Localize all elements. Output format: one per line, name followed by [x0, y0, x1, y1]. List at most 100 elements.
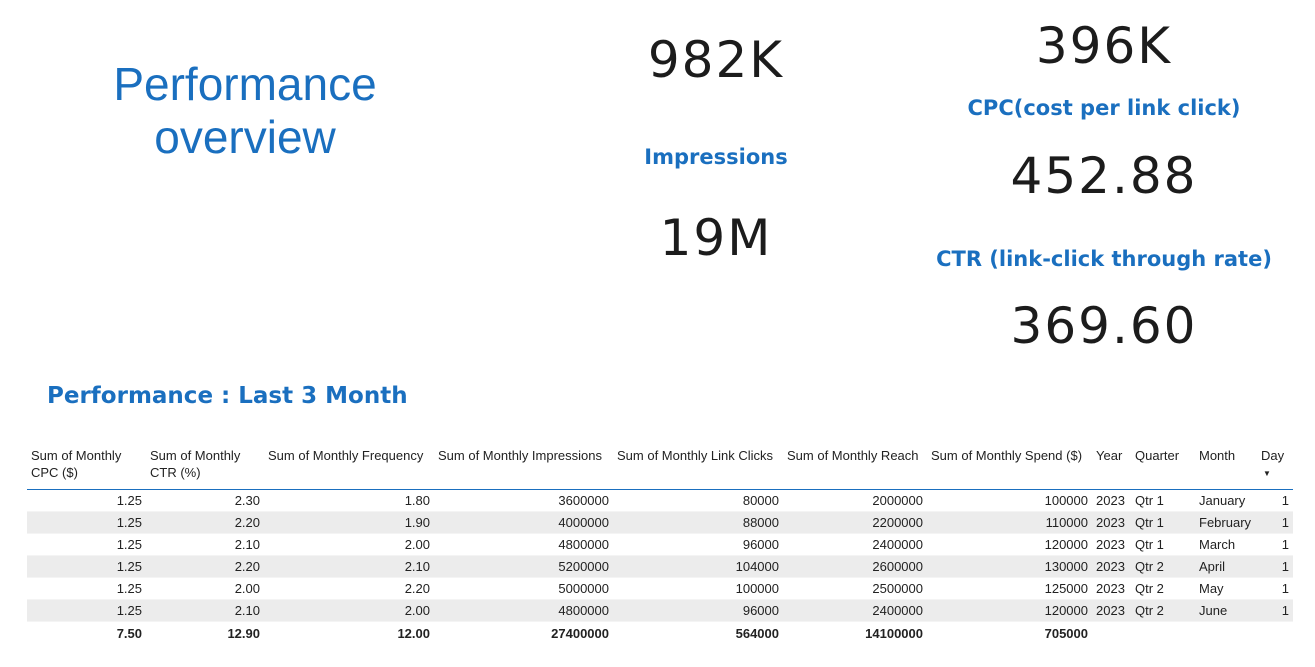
column-header[interactable]: Day ▼ — [1257, 444, 1293, 490]
table-cell: 2.00 — [264, 533, 434, 556]
column-header-label: Sum of Monthly Spend ($) — [931, 448, 1083, 463]
total-cell — [1257, 621, 1293, 644]
table-cell: 2.10 — [264, 555, 434, 578]
cpc-kpi-value: 452.88 — [1010, 147, 1198, 205]
table-cell: 2023 — [1092, 599, 1131, 622]
table-cell: 1.90 — [264, 511, 434, 534]
table-cell: 2.20 — [146, 555, 264, 578]
total-cell: 12.90 — [146, 621, 264, 644]
table-row[interactable]: 1.25 2.10 2.00 4800000 96000 2400000 120000 202… — [27, 599, 1293, 622]
table-cell: 1.25 — [27, 599, 146, 622]
table-cell: 2200000 — [783, 511, 927, 534]
total-cell: 14100000 — [783, 621, 927, 644]
table-cell: 1 — [1257, 489, 1293, 512]
total-cell: 7.50 — [27, 621, 146, 644]
table-cell: 120000 — [927, 599, 1092, 622]
table-cell: 1.25 — [27, 577, 146, 600]
impressions-kpi-value: 982K — [647, 31, 785, 89]
table-cell: 2023 — [1092, 577, 1131, 600]
table-cell: 5000000 — [434, 577, 613, 600]
column-header-label: Sum of Monthly Reach — [787, 448, 919, 463]
total-cell: 564000 — [613, 621, 783, 644]
table-row[interactable]: 1.25 2.20 2.10 5200000 104000 2600000 130000 20… — [27, 555, 1293, 578]
cpc-kpi-label: CPC(cost per link click) — [967, 96, 1241, 120]
column-header-label: Year — [1096, 448, 1123, 463]
table-cell: 2.00 — [264, 599, 434, 622]
table-cell: 2023 — [1092, 533, 1131, 556]
table-cell: 1.25 — [27, 511, 146, 534]
total-cell — [1195, 621, 1257, 644]
table-cell: 2023 — [1092, 489, 1131, 512]
table-cell: March — [1195, 533, 1257, 556]
column-header[interactable]: Sum of Monthly CPC ($) — [27, 444, 146, 490]
table-cell: 100000 — [927, 489, 1092, 512]
total-cell — [1092, 621, 1131, 644]
table-cell: 5200000 — [434, 555, 613, 578]
total-cell — [1131, 621, 1195, 644]
table-cell: 125000 — [927, 577, 1092, 600]
column-header-label: Sum of Monthly CTR (%) — [150, 448, 241, 480]
table-cell: 2.00 — [146, 577, 264, 600]
table-cell: Qtr 1 — [1131, 489, 1195, 512]
cpc-top-kpi-value: 396K — [1035, 17, 1173, 75]
table-cell: 96000 — [613, 599, 783, 622]
table-cell: 2.10 — [146, 533, 264, 556]
table-cell: 1.25 — [27, 489, 146, 512]
table-cell: 2.10 — [146, 599, 264, 622]
table-cell: 110000 — [927, 511, 1092, 534]
table-row[interactable]: 1.25 2.30 1.80 3600000 80000 2000000 100000 202… — [27, 489, 1293, 512]
table-cell: 2500000 — [783, 577, 927, 600]
column-header[interactable]: Quarter — [1131, 444, 1195, 490]
table-row[interactable]: 1.25 2.10 2.00 4800000 96000 2400000 120000 202… — [27, 533, 1293, 556]
table-cell: 1 — [1257, 511, 1293, 534]
table-header-row: Sum of Monthly CPC ($) Sum of Monthly CTR… — [27, 444, 1293, 490]
column-header[interactable]: Year — [1092, 444, 1131, 490]
table-cell: 1 — [1257, 599, 1293, 622]
table-cell: 2.30 — [146, 489, 264, 512]
ctr-kpi-value: 369.60 — [1010, 297, 1198, 355]
column-header[interactable]: Sum of Monthly Frequency — [264, 444, 434, 490]
table-cell: Qtr 1 — [1131, 511, 1195, 534]
table-cell: 2023 — [1092, 555, 1131, 578]
table-row[interactable]: 1.25 2.20 1.90 4000000 88000 2200000 110000 202… — [27, 511, 1293, 534]
total-cell: 27400000 — [434, 621, 613, 644]
table-cell: 1.25 — [27, 555, 146, 578]
column-header-label: Day — [1261, 448, 1285, 463]
sort-desc-icon[interactable]: ▼ — [1263, 469, 1271, 478]
impressions-kpi-label: Impressions — [644, 145, 788, 169]
table-cell: 80000 — [613, 489, 783, 512]
total-cell: 12.00 — [264, 621, 434, 644]
table-cell: June — [1195, 599, 1257, 622]
table-cell: January — [1195, 489, 1257, 512]
table-cell: 88000 — [613, 511, 783, 534]
column-header[interactable]: Sum of Monthly Impressions — [434, 444, 613, 490]
table-cell: 4800000 — [434, 599, 613, 622]
table-cell: 120000 — [927, 533, 1092, 556]
table-cell: 1 — [1257, 555, 1293, 578]
page-title: Performance overview — [60, 58, 430, 164]
ctr-kpi-label: CTR (link-click through rate) — [936, 247, 1272, 271]
table-cell: 130000 — [927, 555, 1092, 578]
table-cell: 1 — [1257, 577, 1293, 600]
table-cell: Qtr 1 — [1131, 533, 1195, 556]
table-row[interactable]: 1.25 2.00 2.20 5000000 100000 2500000 125000 20… — [27, 577, 1293, 600]
column-header-label: Quarter — [1135, 448, 1180, 463]
table-cell: 96000 — [613, 533, 783, 556]
column-header[interactable]: Sum of Monthly Link Clicks — [613, 444, 783, 490]
column-header-label: Sum of Monthly CPC ($) — [31, 448, 122, 480]
table-cell: 1.80 — [264, 489, 434, 512]
performance-table: Sum of Monthly CPC ($) Sum of Monthly CTR… — [27, 444, 1293, 644]
table-cell: Qtr 2 — [1131, 577, 1195, 600]
column-header[interactable]: Month — [1195, 444, 1257, 490]
table-cell: 2400000 — [783, 599, 927, 622]
table-cell: 3600000 — [434, 489, 613, 512]
column-header[interactable]: Sum of Monthly Reach — [783, 444, 927, 490]
column-header[interactable]: Sum of Monthly CTR (%) — [146, 444, 264, 490]
column-header[interactable]: Sum of Monthly Spend ($) — [927, 444, 1092, 490]
column-header-label: Sum of Monthly Impressions — [438, 448, 603, 463]
table-cell: 2023 — [1092, 511, 1131, 534]
table-cell: 4800000 — [434, 533, 613, 556]
table-cell: 2.20 — [146, 511, 264, 534]
impressions-kpi-value-2: 19M — [659, 209, 773, 267]
column-header-label: Sum of Monthly Link Clicks — [617, 448, 774, 463]
